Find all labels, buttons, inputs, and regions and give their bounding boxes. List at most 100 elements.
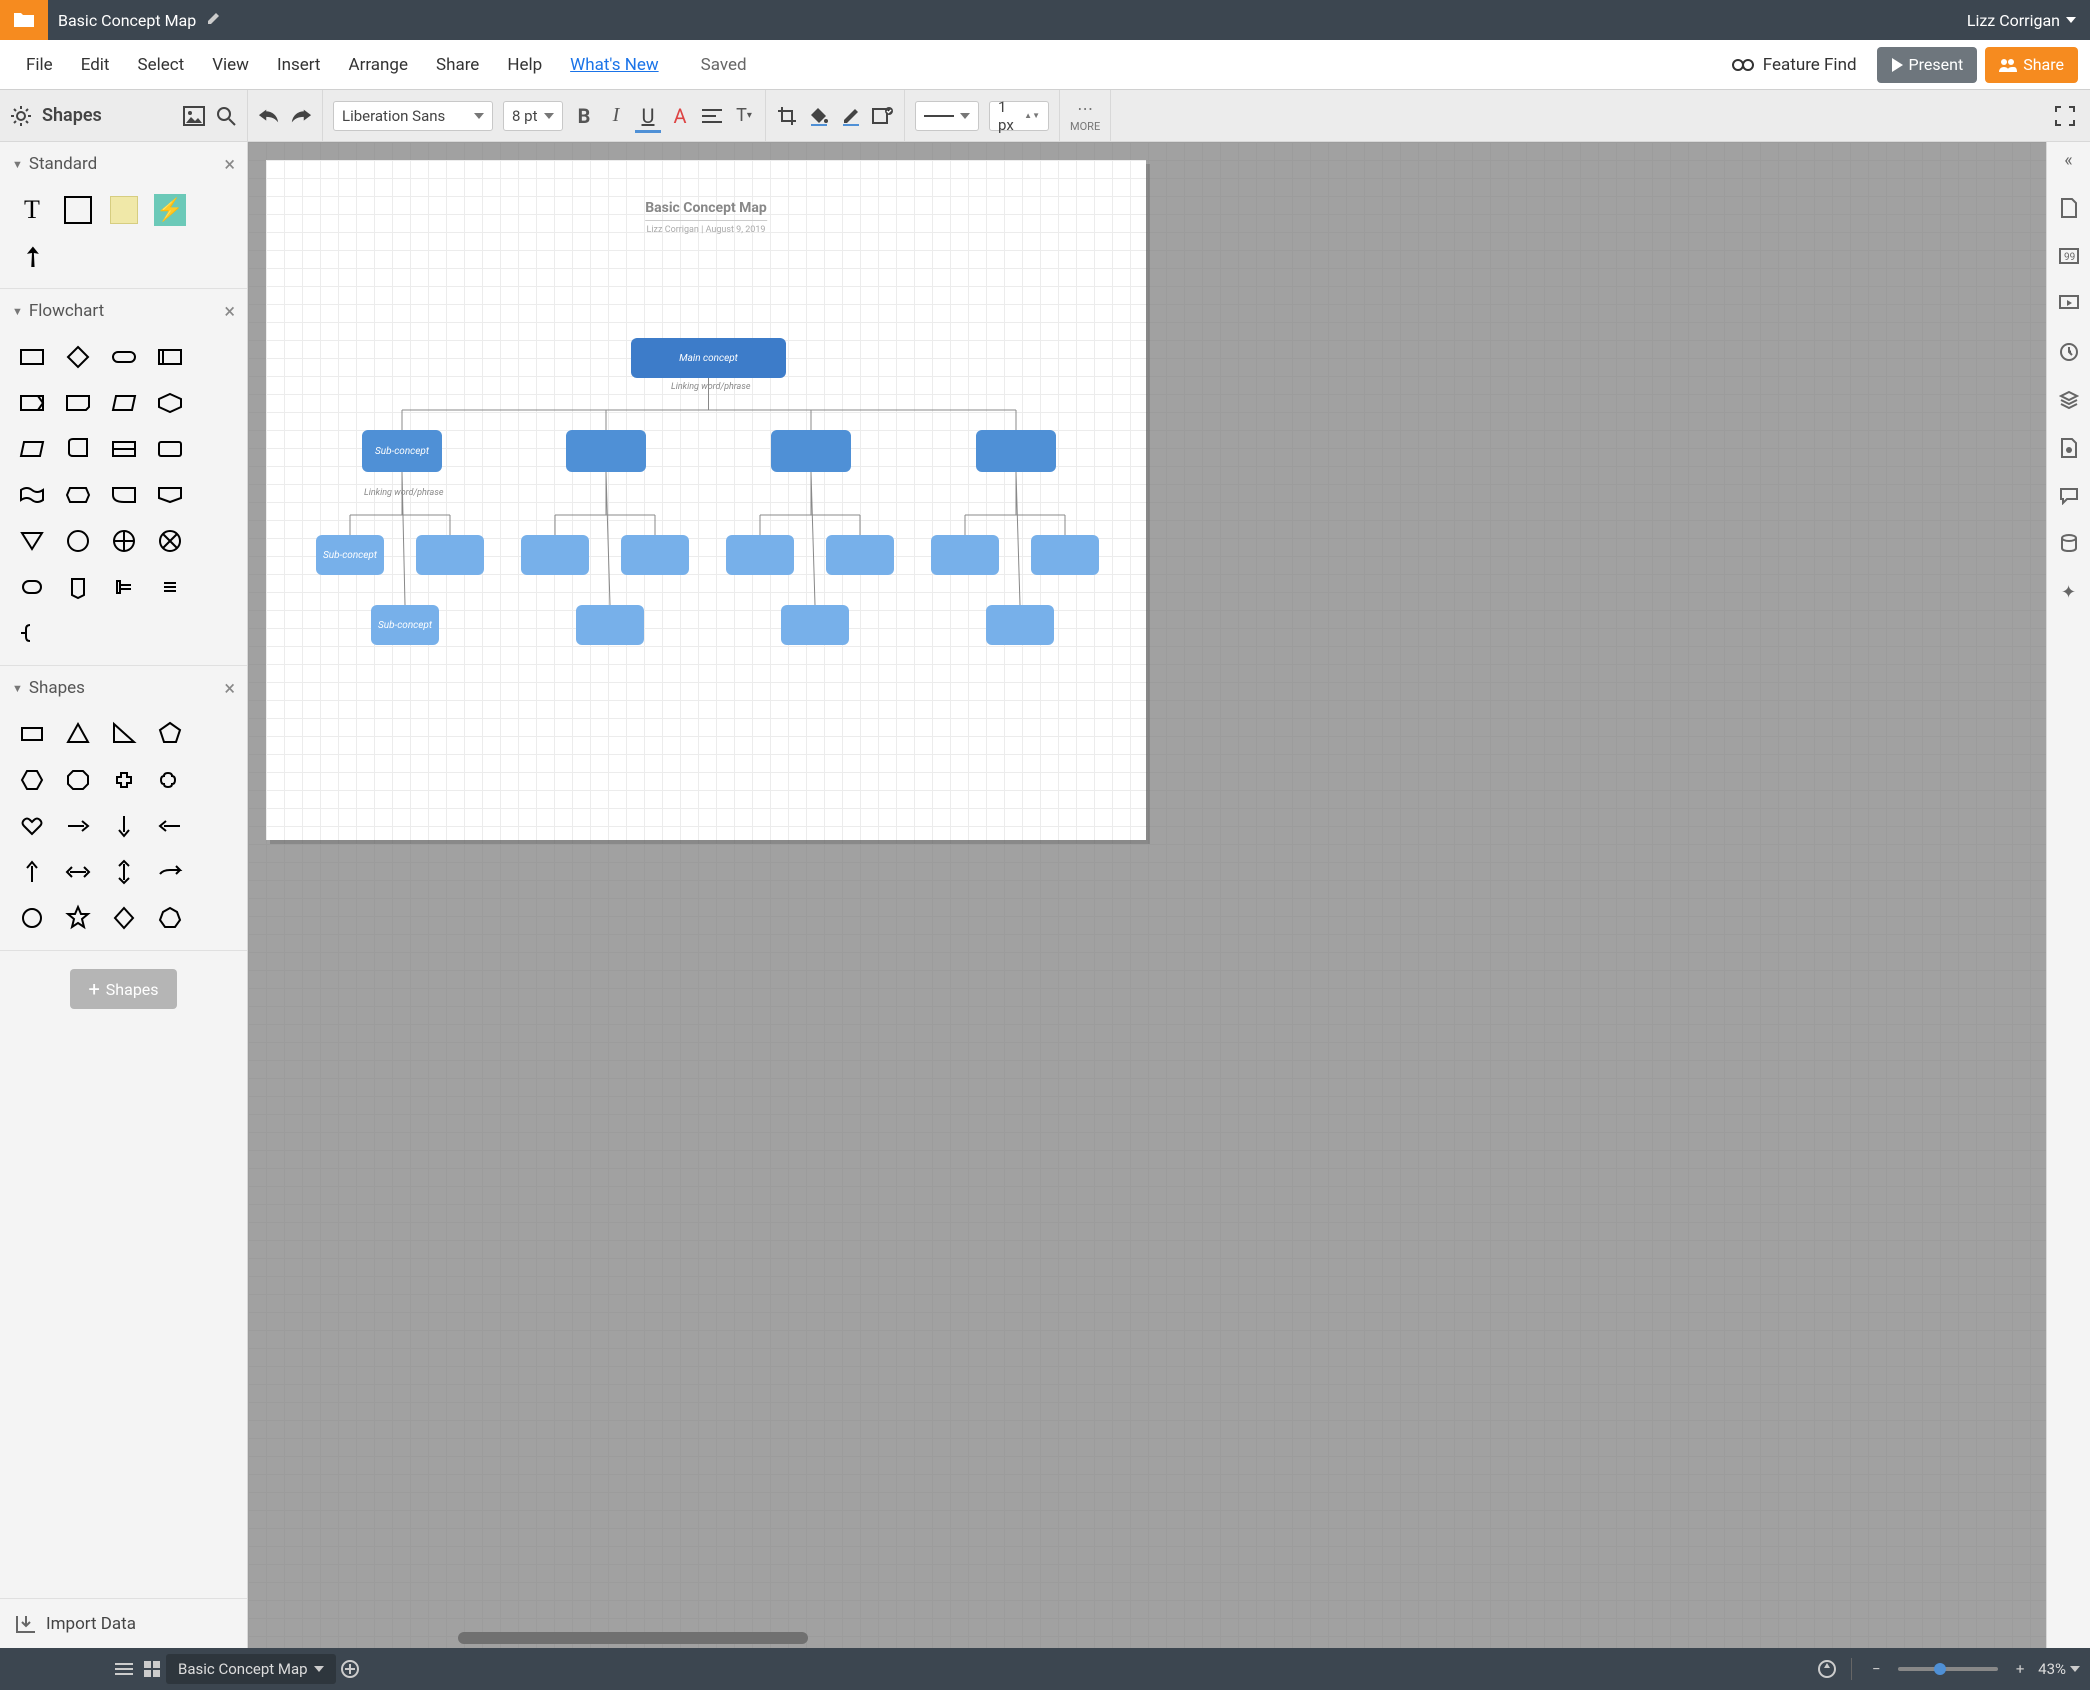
concept-node[interactable]	[771, 430, 851, 472]
concept-node[interactable]: Sub-concept	[371, 605, 439, 645]
basic-shape[interactable]	[106, 808, 142, 844]
concept-node[interactable]: Main concept	[631, 338, 786, 378]
canvas[interactable]: Basic Concept Map Lizz Corrigan | August…	[248, 142, 2046, 1648]
basic-shape[interactable]	[60, 716, 96, 752]
concept-node[interactable]	[986, 605, 1054, 645]
flowchart-shape[interactable]	[60, 569, 96, 605]
flowchart-shape[interactable]	[152, 431, 188, 467]
menu-select[interactable]: Select	[123, 55, 198, 75]
menu-file[interactable]: File	[12, 55, 67, 75]
concept-node[interactable]	[931, 535, 999, 575]
flowchart-shape[interactable]	[14, 339, 50, 375]
layout-check-icon[interactable]	[872, 105, 894, 127]
flowchart-shape[interactable]	[106, 431, 142, 467]
flowchart-shape[interactable]	[14, 615, 50, 651]
magic-icon[interactable]: ✦	[2057, 580, 2081, 604]
basic-shape[interactable]	[14, 854, 50, 890]
basic-shape[interactable]	[60, 808, 96, 844]
font-size-select[interactable]: 8 pt	[503, 101, 563, 131]
flowchart-shape[interactable]	[60, 431, 96, 467]
theme-icon[interactable]	[2057, 436, 2081, 460]
target-icon[interactable]	[1813, 1655, 1841, 1683]
flowchart-shape[interactable]	[60, 385, 96, 421]
basic-shape[interactable]	[60, 854, 96, 890]
flowchart-shape[interactable]	[152, 339, 188, 375]
basic-shape[interactable]	[152, 808, 188, 844]
add-shapes-button[interactable]: +Shapes	[70, 969, 176, 1009]
flowchart-shape[interactable]	[152, 477, 188, 513]
concept-node[interactable]	[576, 605, 644, 645]
zoom-level[interactable]: 43%	[2034, 1660, 2070, 1678]
line-width-select[interactable]: 1 px ▲▼	[989, 101, 1049, 131]
flowchart-shape[interactable]	[106, 477, 142, 513]
concept-node[interactable]	[976, 430, 1056, 472]
crop-icon[interactable]	[776, 105, 798, 127]
menu-share[interactable]: Share	[422, 55, 493, 75]
home-folder-icon[interactable]	[0, 0, 48, 40]
basic-shape[interactable]	[106, 854, 142, 890]
share-button[interactable]: Share	[1985, 47, 2078, 83]
menu-whatsnew[interactable]: What's New	[556, 55, 672, 75]
bold-icon[interactable]: B	[573, 105, 595, 127]
flowchart-shape[interactable]	[14, 431, 50, 467]
group-shapes-header[interactable]: ▼Shapes ×	[0, 666, 247, 710]
shape-quick[interactable]: ⚡	[152, 192, 188, 228]
shape-text[interactable]: T	[14, 192, 50, 228]
flowchart-shape[interactable]	[106, 339, 142, 375]
line-style-select[interactable]	[915, 101, 979, 131]
menu-help[interactable]: Help	[493, 55, 556, 75]
align-icon[interactable]	[701, 105, 723, 127]
basic-shape[interactable]	[152, 854, 188, 890]
concept-node[interactable]	[826, 535, 894, 575]
basic-shape[interactable]	[106, 900, 142, 936]
flowchart-shape[interactable]	[152, 385, 188, 421]
flowchart-shape[interactable]	[106, 569, 142, 605]
basic-shape[interactable]	[106, 762, 142, 798]
flowchart-shape[interactable]	[152, 523, 188, 559]
concept-node[interactable]	[1031, 535, 1099, 575]
menu-insert[interactable]: Insert	[263, 55, 335, 75]
zoom-in-icon[interactable]: +	[2006, 1655, 2034, 1683]
close-group-icon[interactable]: ×	[224, 676, 235, 700]
page-icon[interactable]	[2057, 196, 2081, 220]
gear-icon[interactable]	[10, 105, 32, 127]
concept-node[interactable]	[416, 535, 484, 575]
present-panel-icon[interactable]	[2057, 292, 2081, 316]
link-phrase[interactable]: Linking word/phrase	[364, 488, 443, 498]
concept-node[interactable]: Sub-concept	[362, 430, 442, 472]
horizontal-scrollbar[interactable]	[458, 1632, 808, 1644]
basic-shape[interactable]	[14, 716, 50, 752]
present-button[interactable]: Present	[1877, 47, 1978, 83]
text-style-icon[interactable]: T▾	[733, 105, 755, 127]
group-standard-header[interactable]: ▼Standard ×	[0, 142, 247, 186]
chat-icon[interactable]	[2057, 484, 2081, 508]
concept-node[interactable]	[726, 535, 794, 575]
group-flowchart-header[interactable]: ▼Flowchart ×	[0, 289, 247, 333]
search-icon[interactable]	[215, 105, 237, 127]
collapse-rail-icon[interactable]: «	[2057, 148, 2081, 172]
flowchart-shape[interactable]	[14, 569, 50, 605]
shape-rectangle[interactable]	[60, 192, 96, 228]
flowchart-shape[interactable]	[14, 523, 50, 559]
page-title-block[interactable]: Basic Concept Map Lizz Corrigan | August…	[645, 200, 767, 235]
flowchart-shape[interactable]	[106, 385, 142, 421]
basic-shape[interactable]	[152, 762, 188, 798]
user-menu[interactable]: Lizz Corrigan	[1953, 11, 2090, 30]
close-group-icon[interactable]: ×	[224, 299, 235, 323]
shape-sticky-note[interactable]	[106, 192, 142, 228]
page-tab[interactable]: Basic Concept Map	[166, 1654, 336, 1684]
basic-shape[interactable]	[14, 900, 50, 936]
import-data-button[interactable]: Import Data	[0, 1598, 247, 1648]
data-icon[interactable]	[2057, 532, 2081, 556]
concept-node[interactable]: Sub-concept	[316, 535, 384, 575]
basic-shape[interactable]	[14, 808, 50, 844]
history-icon[interactable]	[2057, 340, 2081, 364]
undo-icon[interactable]	[258, 105, 280, 127]
menu-view[interactable]: View	[198, 55, 263, 75]
edit-title-icon[interactable]	[206, 10, 222, 30]
flowchart-shape[interactable]	[60, 523, 96, 559]
flowchart-shape[interactable]	[152, 569, 188, 605]
more-tools[interactable]: ⋯ MORE	[1060, 90, 1111, 141]
menu-arrange[interactable]: Arrange	[335, 55, 422, 75]
flowchart-shape[interactable]	[60, 477, 96, 513]
